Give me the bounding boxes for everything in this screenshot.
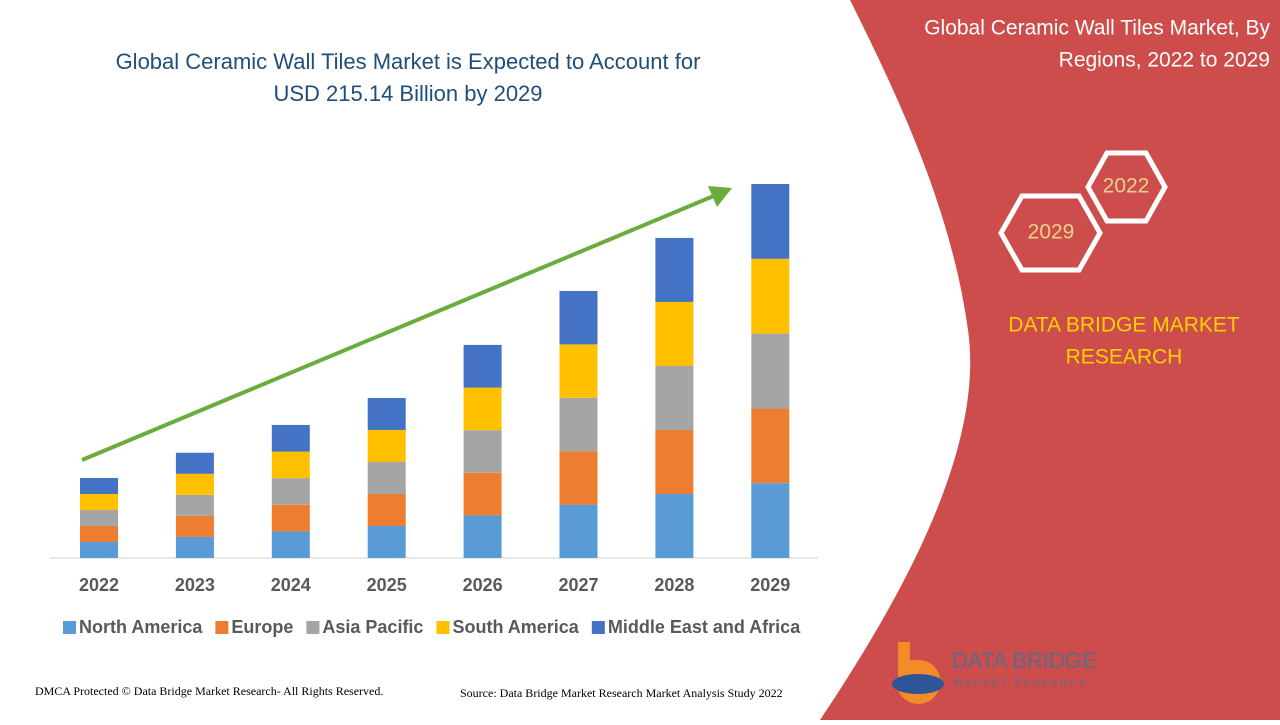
bar-segment (80, 493, 118, 510)
bar-segment (175, 536, 214, 558)
brand-text: DATA BRIDGE MARKET (1008, 314, 1240, 337)
x-tick-label: 2027 (558, 575, 598, 595)
bar-segment (559, 344, 598, 398)
legend: North America Europe Asia Pacific South Ame… (63, 617, 801, 637)
bar-segment (655, 493, 694, 558)
bar-segment (751, 184, 790, 259)
bar-segment (80, 509, 118, 526)
legend-label: South America (452, 617, 579, 637)
logo-name: DATA BRIDGE (952, 648, 1097, 673)
legend-label: Middle East and Africa (608, 617, 801, 637)
footer-copyright: DMCA Protected © Data Bridge Market Rese… (35, 684, 383, 698)
legend-label: Asia Pacific (322, 617, 423, 637)
x-tick-label: 2028 (654, 575, 694, 595)
brand-text: RESEARCH (1066, 346, 1183, 369)
logo-tagline: MARKET RESEARCH (954, 677, 1089, 687)
logo-mark (892, 674, 944, 694)
bar-segment (655, 301, 694, 366)
hexagon-label: 2022 (1103, 175, 1150, 198)
legend-swatch (591, 621, 605, 634)
bar-segment (271, 504, 310, 532)
logo: DATA BRIDGE MARKET RESEARCH (892, 642, 1097, 704)
chart-title: USD 215.14 Billion by 2029 (273, 81, 542, 106)
hexagon (998, 193, 1103, 273)
bar-segment (559, 504, 598, 558)
bar-segment (271, 451, 310, 479)
bar-segment (463, 344, 502, 388)
bar-segment (751, 333, 790, 409)
x-tick-label: 2029 (750, 575, 790, 595)
bar-segment (463, 430, 502, 473)
bar-segment (80, 525, 118, 542)
hexagon-label: 2029 (1028, 221, 1075, 244)
x-tick-label: 2024 (271, 575, 311, 595)
bar-segment (367, 525, 406, 558)
bar-segment (367, 493, 406, 526)
panel-title: Regions, 2022 to 2029 (1059, 49, 1270, 72)
bar-segment (175, 473, 214, 495)
bars: 2022 2023 2024 2025 2026 2027 2028 2029 (79, 184, 790, 595)
bar-segment (655, 429, 694, 494)
bar-segment (751, 483, 790, 558)
hexagon (1085, 150, 1168, 224)
bar-segment (655, 365, 694, 430)
chart-title: Global Ceramic Wall Tiles Market is Expe… (116, 49, 701, 74)
bar-segment (367, 461, 406, 494)
legend-swatch (306, 621, 320, 634)
bar-segment (80, 477, 118, 494)
bar-segment (175, 494, 214, 516)
bar-segment (463, 387, 502, 431)
x-tick-label: 2025 (367, 575, 407, 595)
bar-segment (463, 472, 502, 516)
bar-segment (175, 452, 214, 474)
bar-segment (271, 424, 310, 452)
trend-arrow (81, 193, 717, 462)
bar-segment (559, 451, 598, 505)
x-tick-label: 2026 (463, 575, 503, 595)
bar-segment (175, 515, 214, 537)
arrow-head (708, 186, 732, 207)
bar-segment (655, 237, 694, 302)
bar-segment (271, 531, 310, 558)
bar-segment (463, 515, 502, 558)
bar-segment (751, 408, 790, 484)
bar-segment (367, 397, 406, 430)
bar-segment (559, 397, 598, 452)
bar-segment (80, 541, 118, 558)
side-panel (820, 0, 1280, 720)
bar-segment (559, 290, 598, 345)
x-tick-label: 2023 (175, 575, 215, 595)
legend-label: Europe (231, 617, 293, 637)
panel-title: Global Ceramic Wall Tiles Market, By (924, 17, 1270, 40)
bar-segment (367, 429, 406, 462)
legend-label: North America (79, 617, 203, 637)
bar-segment (271, 478, 310, 505)
x-tick-label: 2022 (79, 575, 119, 595)
bar-segment (751, 258, 790, 334)
legend-swatch (215, 621, 229, 634)
footer-source: Source: Data Bridge Market Research Mark… (460, 686, 783, 700)
legend-swatch (436, 621, 450, 634)
legend-swatch (63, 621, 76, 634)
